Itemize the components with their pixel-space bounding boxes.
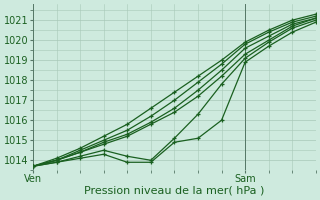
X-axis label: Pression niveau de la mer( hPa ): Pression niveau de la mer( hPa ) (84, 186, 265, 196)
